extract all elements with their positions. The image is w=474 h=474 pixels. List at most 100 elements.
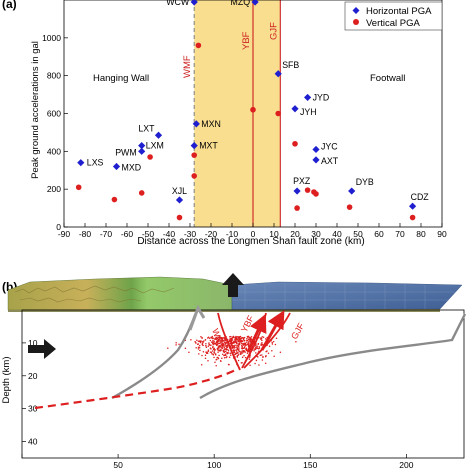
aftershock-dot — [254, 362, 256, 365]
aftershock-dot — [264, 338, 267, 340]
aftershock-dot — [246, 352, 249, 354]
aftershock-dot — [205, 345, 207, 347]
x-tick-label: -70 — [100, 229, 113, 239]
series-horizontal-pga: LXS MXD PWM LXM LXT MXN MXT XJL WCW MZQ SFB JYD JYH J… — [77, 0, 429, 210]
y-tick-label: 800 — [47, 71, 61, 81]
vertical-pga-point — [75, 184, 82, 191]
aftershock-dot — [231, 346, 234, 349]
aftershock-dot — [238, 342, 241, 344]
aftershock-dot — [238, 350, 240, 352]
x-tick-label: 10 — [269, 229, 279, 239]
station-label: LXT — [138, 123, 155, 133]
aftershock-dot — [232, 349, 234, 351]
cross-section-frame — [21, 309, 465, 459]
horizontal-pga-point — [154, 131, 163, 139]
station-label: LXS — [87, 158, 104, 168]
aftershock-dot — [255, 359, 258, 362]
aftershock-dot — [201, 342, 204, 345]
x-axis-b: 50 100 150 200 — [21, 454, 414, 470]
station-label: MXN — [201, 119, 221, 129]
aftershock-dot — [246, 335, 249, 338]
aftershock-dot — [275, 337, 278, 340]
aftershock-dot — [249, 364, 251, 367]
fault-label-gjf-b: GJF — [289, 321, 306, 341]
aftershock-dot — [232, 341, 235, 343]
aftershock-dot — [212, 343, 215, 345]
aftershock-dot — [212, 339, 214, 342]
fault-label-ybf: YBF — [241, 31, 252, 50]
y-tick-label-b: 10 — [28, 338, 38, 348]
aftershock-dot — [196, 339, 198, 342]
aftershock-dot — [200, 364, 203, 366]
horizontal-pga-point — [291, 105, 299, 113]
aftershock-dot — [258, 345, 260, 348]
vertical-pga-point — [313, 191, 319, 197]
aftershock-dot — [268, 345, 271, 348]
terrain-texture — [14, 285, 175, 303]
legend-vertical-marker — [353, 19, 359, 25]
y-tick-label: 1000 — [42, 33, 61, 43]
aftershock-dot — [221, 353, 224, 355]
aftershock-dot — [224, 342, 226, 344]
aftershock-dot — [231, 338, 233, 341]
aftershock-dot — [230, 343, 233, 345]
legend-box — [344, 1, 443, 31]
station-label: JYC — [321, 141, 338, 151]
vertical-pga-point — [304, 187, 311, 193]
aftershock-dot — [235, 335, 237, 338]
ocean-surface — [231, 281, 463, 311]
aftershock-dot — [226, 355, 228, 358]
aftershock-dot — [261, 359, 264, 361]
aftershock-dot — [248, 340, 250, 342]
aftershock-dot — [224, 353, 227, 356]
aftershock-dot — [260, 343, 262, 345]
aftershock-dot — [262, 356, 264, 359]
station-label: PWM — [115, 147, 137, 157]
aftershock-dot — [201, 354, 203, 357]
x-tick-label: -40 — [163, 229, 176, 239]
station-label: CDZ — [411, 192, 430, 202]
aftershock-dot — [214, 353, 217, 356]
aftershock-dot — [228, 363, 230, 366]
aftershock-dot — [211, 335, 214, 338]
slip-arrow-icon — [246, 313, 267, 353]
fault-gjf-line — [243, 312, 291, 369]
station-label: MXD — [122, 162, 142, 172]
aftershock-dot — [175, 344, 177, 346]
aftershock-dot — [264, 362, 267, 364]
x-tick-label: -30 — [184, 229, 197, 239]
aftershock-dot — [207, 360, 209, 362]
panel-a: (a) -90 -80 -70 -60 -50 -40 -30 -20 -10 0 10 20 30 40… — [2, 0, 447, 247]
aftershock-dot — [207, 336, 210, 339]
aftershock-dot — [205, 343, 207, 345]
aftershock-dot — [237, 345, 240, 347]
aftershock-dot — [247, 338, 250, 340]
y-tick-label: 0 — [56, 222, 61, 232]
y-tick-label: 200 — [47, 184, 61, 194]
push-arrow-icon — [28, 339, 56, 359]
horizontal-pga-point — [192, 120, 200, 128]
region-label-hanging-wall: Hanging Wall — [93, 73, 149, 84]
station-label: JYD — [313, 92, 330, 102]
decollement-gray-line — [199, 313, 467, 400]
aftershock-dot — [216, 347, 219, 350]
aftershock-dot — [195, 346, 197, 349]
x-tick-label-b: 100 — [207, 460, 221, 470]
station-label: DYB — [356, 177, 374, 187]
aftershock-dot — [254, 348, 257, 351]
vertical-pga-point — [111, 196, 118, 203]
aftershock-dot — [228, 356, 231, 358]
aftershock-dot — [167, 347, 169, 349]
aftershock-dot — [260, 337, 262, 340]
aftershock-dot — [246, 337, 248, 340]
aftershock-dot — [253, 349, 255, 352]
vertical-pga-point — [138, 190, 145, 196]
aftershock-dot — [216, 344, 219, 346]
x-axis-title: Distance across the Longmen Shan fault z… — [137, 236, 364, 247]
aftershock-dot — [272, 340, 275, 343]
deep-fault-dashed — [34, 367, 241, 410]
aftershock-dot — [214, 349, 216, 351]
aftershock-dot — [195, 342, 197, 344]
aftershock-dot — [238, 347, 240, 349]
aftershock-dot — [247, 335, 250, 338]
